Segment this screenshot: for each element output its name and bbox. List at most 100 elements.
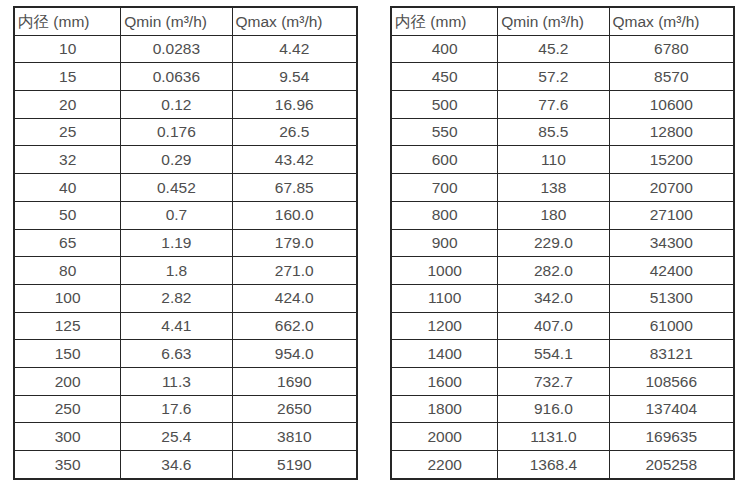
diameter-cell: 1100 [391, 284, 498, 312]
qmin-cell: 0.12 [121, 91, 232, 119]
qmax-cell: 169635 [609, 423, 734, 451]
diameter-cell: 250 [14, 395, 121, 423]
qmax-cell: 3810 [232, 423, 357, 451]
flow-spec-table-small-diameters: 内径 (mm)Qmin (m³/h)Qmax (m³/h)100.02834.4… [13, 6, 358, 480]
table-row: 1200407.061000 [391, 312, 734, 340]
header-qmin: Qmin (m³/h) [121, 7, 232, 35]
qmax-cell: 271.0 [232, 257, 357, 285]
table-row: 100.02834.42 [14, 35, 357, 63]
diameter-cell: 350 [14, 451, 121, 479]
diameter-cell: 2200 [391, 451, 498, 479]
qmax-cell: 26.5 [232, 118, 357, 146]
table-row: 1400554.183121 [391, 340, 734, 368]
diameter-cell: 125 [14, 312, 121, 340]
diameter-cell: 65 [14, 229, 121, 257]
qmin-cell: 1368.4 [498, 451, 609, 479]
qmax-cell: 6780 [609, 35, 734, 63]
qmin-cell: 554.1 [498, 340, 609, 368]
table-row: 500.7160.0 [14, 201, 357, 229]
header-row: 内径 (mm)Qmin (m³/h)Qmax (m³/h) [14, 7, 357, 35]
qmin-cell: 916.0 [498, 395, 609, 423]
diameter-cell: 600 [391, 146, 498, 174]
qmin-cell: 0.0636 [121, 63, 232, 91]
header-diameter: 内径 (mm) [14, 7, 121, 35]
table-row: 320.2943.42 [14, 146, 357, 174]
diameter-cell: 1400 [391, 340, 498, 368]
table-row: 200.1216.96 [14, 91, 357, 119]
header-qmax: Qmax (m³/h) [609, 7, 734, 35]
diameter-cell: 25 [14, 118, 121, 146]
qmax-cell: 662.0 [232, 312, 357, 340]
diameter-cell: 150 [14, 340, 121, 368]
qmin-cell: 25.4 [121, 423, 232, 451]
header-qmin: Qmin (m³/h) [498, 7, 609, 35]
qmax-cell: 12800 [609, 118, 734, 146]
diameter-cell: 500 [391, 91, 498, 119]
qmax-cell: 954.0 [232, 340, 357, 368]
table-row: 1600732.7108566 [391, 367, 734, 395]
qmax-cell: 8570 [609, 63, 734, 91]
diameter-cell: 1200 [391, 312, 498, 340]
qmax-cell: 67.85 [232, 174, 357, 202]
qmin-cell: 1131.0 [498, 423, 609, 451]
qmin-cell: 0.176 [121, 118, 232, 146]
qmax-cell: 160.0 [232, 201, 357, 229]
qmin-cell: 1.19 [121, 229, 232, 257]
table-row: 20001131.0169635 [391, 423, 734, 451]
flow-spec-table-large-diameters: 内径 (mm)Qmin (m³/h)Qmax (m³/h)40045.26780… [390, 6, 735, 480]
qmax-cell: 108566 [609, 367, 734, 395]
qmax-cell: 137404 [609, 395, 734, 423]
table-row: 20011.31690 [14, 367, 357, 395]
table-row: 70013820700 [391, 174, 734, 202]
diameter-cell: 40 [14, 174, 121, 202]
table-row: 50077.610600 [391, 91, 734, 119]
qmax-cell: 42400 [609, 257, 734, 285]
qmax-cell: 179.0 [232, 229, 357, 257]
qmax-cell: 15200 [609, 146, 734, 174]
table-row: 150.06369.54 [14, 63, 357, 91]
qmin-cell: 110 [498, 146, 609, 174]
qmax-cell: 43.42 [232, 146, 357, 174]
table-row: 1100342.051300 [391, 284, 734, 312]
qmax-cell: 83121 [609, 340, 734, 368]
table-row: 55085.512800 [391, 118, 734, 146]
diameter-cell: 10 [14, 35, 121, 63]
qmax-cell: 51300 [609, 284, 734, 312]
table-row: 80018027100 [391, 201, 734, 229]
qmin-cell: 2.82 [121, 284, 232, 312]
table-row: 40045.26780 [391, 35, 734, 63]
header-qmax: Qmax (m³/h) [232, 7, 357, 35]
qmax-cell: 424.0 [232, 284, 357, 312]
qmin-cell: 85.5 [498, 118, 609, 146]
diameter-cell: 1800 [391, 395, 498, 423]
diameter-cell: 1000 [391, 257, 498, 285]
table-row: 250.17626.5 [14, 118, 357, 146]
qmin-cell: 180 [498, 201, 609, 229]
table-row: 900229.034300 [391, 229, 734, 257]
qmin-cell: 6.63 [121, 340, 232, 368]
qmin-cell: 45.2 [498, 35, 609, 63]
table-row: 35034.65190 [14, 451, 357, 479]
diameter-cell: 400 [391, 35, 498, 63]
qmax-cell: 61000 [609, 312, 734, 340]
diameter-cell: 450 [391, 63, 498, 91]
table-row: 400.45267.85 [14, 174, 357, 202]
qmax-cell: 205258 [609, 451, 734, 479]
qmin-cell: 0.29 [121, 146, 232, 174]
diameter-cell: 300 [14, 423, 121, 451]
table-row: 30025.43810 [14, 423, 357, 451]
diameter-cell: 20 [14, 91, 121, 119]
diameter-cell: 32 [14, 146, 121, 174]
table-row: 1000282.042400 [391, 257, 734, 285]
diameter-cell: 700 [391, 174, 498, 202]
qmax-cell: 9.54 [232, 63, 357, 91]
qmax-cell: 1690 [232, 367, 357, 395]
diameter-cell: 50 [14, 201, 121, 229]
qmin-cell: 4.41 [121, 312, 232, 340]
qmin-cell: 0.0283 [121, 35, 232, 63]
table-row: 651.19179.0 [14, 229, 357, 257]
header-row: 内径 (mm)Qmin (m³/h)Qmax (m³/h) [391, 7, 734, 35]
qmin-cell: 229.0 [498, 229, 609, 257]
qmin-cell: 77.6 [498, 91, 609, 119]
qmin-cell: 17.6 [121, 395, 232, 423]
